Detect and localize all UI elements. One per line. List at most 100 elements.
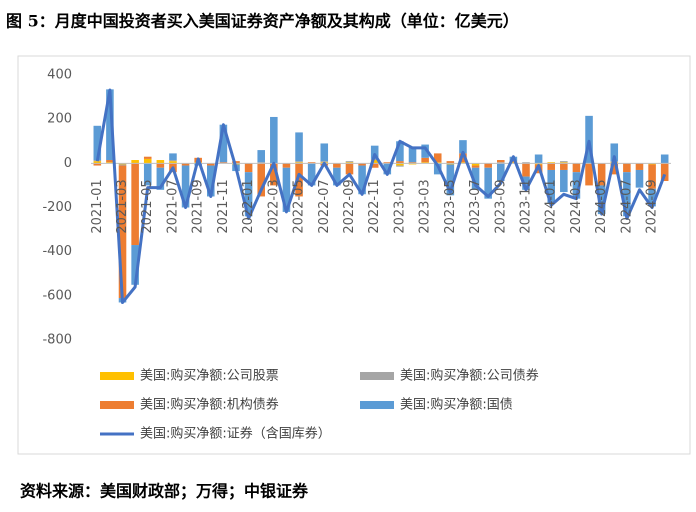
bar-segment bbox=[257, 163, 265, 197]
y-tick-label: 0 bbox=[64, 156, 72, 171]
x-tick-label: 2024-05 bbox=[594, 179, 609, 233]
bar-segment bbox=[156, 167, 165, 190]
bar-segment bbox=[408, 163, 417, 165]
bar-segment bbox=[421, 157, 429, 163]
source-note: 资料来源：美国财政部；万得；中银证券 bbox=[20, 482, 309, 501]
bar-segment bbox=[118, 163, 127, 165]
bar-segment bbox=[585, 115, 593, 164]
bar-segment bbox=[396, 141, 404, 162]
bar-segment bbox=[106, 162, 114, 164]
bar-segment bbox=[459, 153, 467, 163]
bar-segment bbox=[131, 245, 139, 285]
bar-segment bbox=[257, 150, 265, 163]
bar-segment bbox=[547, 163, 555, 170]
x-tick-label: 2022-07 bbox=[317, 179, 332, 233]
bar-segment bbox=[471, 165, 480, 168]
bar-segment bbox=[560, 162, 568, 164]
bar-segment bbox=[320, 161, 329, 163]
bar-segment bbox=[345, 162, 354, 164]
chart-frame bbox=[17, 55, 691, 455]
bar-segment bbox=[383, 163, 392, 175]
chart-title: 图 5：月度中国投资者买入美国证券资产净额及其构成（单位：亿美元） bbox=[6, 12, 519, 31]
x-tick-label: 2024-09 bbox=[645, 179, 660, 233]
bar-segment bbox=[421, 144, 429, 158]
bar-segment bbox=[623, 172, 631, 217]
bar-segment bbox=[522, 176, 530, 190]
bar-segment bbox=[396, 163, 404, 166]
bar-segment bbox=[660, 163, 669, 181]
bar-segment bbox=[433, 162, 442, 164]
bar-segment bbox=[156, 160, 165, 164]
x-tick-label: 2023-07 bbox=[468, 179, 483, 233]
bar-segment bbox=[219, 124, 228, 163]
legend-label: 美国:购买净额:国债 bbox=[400, 397, 513, 413]
bar-segment bbox=[370, 145, 379, 159]
x-tick-label: 2024-03 bbox=[569, 179, 584, 233]
x-tick-label: 2021-03 bbox=[115, 179, 130, 233]
x-tick-label: 2021-01 bbox=[90, 179, 105, 233]
bar-segment bbox=[333, 163, 341, 168]
bar-segment bbox=[610, 163, 619, 175]
bar-segment bbox=[484, 167, 492, 199]
bar-segment bbox=[169, 160, 177, 162]
bar-segment bbox=[509, 162, 518, 164]
bar-segment bbox=[396, 161, 404, 164]
bar-segment bbox=[484, 163, 492, 168]
bar-segment bbox=[307, 163, 316, 186]
legend-swatch bbox=[100, 372, 134, 380]
bar-segment bbox=[295, 161, 303, 163]
bar-segment bbox=[660, 154, 669, 164]
bar-segment bbox=[497, 162, 505, 164]
bar-segment bbox=[93, 125, 102, 161]
bar-segment bbox=[509, 161, 518, 163]
bar-segment bbox=[295, 162, 303, 164]
bar-segment bbox=[169, 161, 177, 164]
legend-label: 美国:购买净额:公司债券 bbox=[400, 368, 539, 384]
bar-segment bbox=[597, 163, 606, 186]
bar-segment bbox=[93, 163, 102, 166]
x-tick-label: 2021-07 bbox=[165, 179, 180, 233]
bar-segment bbox=[118, 164, 127, 166]
legend-swatch bbox=[360, 372, 394, 380]
x-tick-label: 2023-01 bbox=[392, 179, 407, 233]
bar-segment bbox=[421, 162, 429, 164]
bar-segment bbox=[270, 163, 278, 186]
y-tick-label: -400 bbox=[42, 244, 72, 259]
bar-segment bbox=[560, 163, 568, 170]
bar-segment bbox=[345, 163, 354, 175]
x-tick-label: 2021-11 bbox=[216, 179, 231, 233]
bar-segment bbox=[169, 153, 177, 161]
bar-segment bbox=[522, 162, 530, 164]
bar-segment bbox=[207, 165, 215, 197]
legend-label: 美国:购买净额:公司股票 bbox=[140, 368, 279, 384]
x-tick-label: 2022-05 bbox=[292, 179, 307, 233]
bar-segment bbox=[572, 172, 581, 199]
line-series bbox=[95, 88, 667, 304]
bar-segment bbox=[610, 143, 619, 162]
y-tick-label: 200 bbox=[47, 112, 72, 127]
bar-segment bbox=[370, 163, 379, 168]
bar-segment bbox=[446, 161, 455, 164]
x-tick-label: 2023-05 bbox=[443, 179, 458, 233]
bar-segment bbox=[244, 172, 253, 217]
x-tick-label: 2022-11 bbox=[367, 179, 382, 233]
bar-segment bbox=[143, 156, 152, 159]
bar-segment bbox=[156, 163, 165, 168]
bar-segment bbox=[534, 154, 543, 164]
bar-segment bbox=[471, 163, 480, 166]
bar-segment bbox=[522, 163, 530, 177]
bar-segment bbox=[370, 160, 379, 164]
bar-segment bbox=[270, 116, 278, 164]
bar-segment bbox=[358, 163, 366, 166]
x-tick-label: 2023-03 bbox=[418, 179, 433, 233]
bar-segment bbox=[459, 162, 467, 164]
x-tick-label: 2023-09 bbox=[493, 179, 508, 233]
bar-segment bbox=[446, 164, 455, 196]
bar-segment bbox=[597, 185, 606, 215]
bar-segment bbox=[244, 163, 253, 173]
bar-segment bbox=[282, 163, 291, 168]
x-tick-label: 2021-09 bbox=[191, 179, 206, 233]
y-tick-label: -200 bbox=[42, 200, 72, 215]
